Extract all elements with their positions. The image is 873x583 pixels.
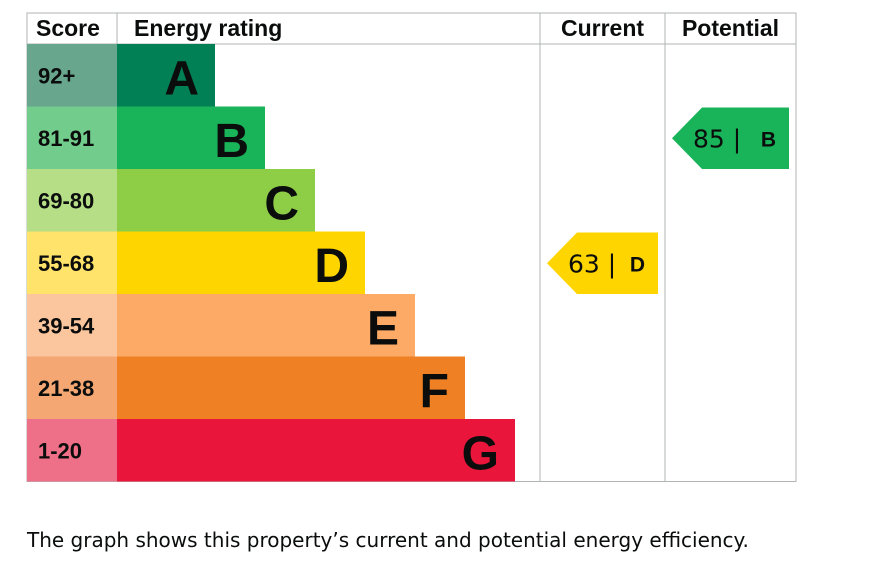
header-score: Score	[36, 15, 100, 41]
band-bar-g	[117, 419, 515, 482]
score-range-d: 55-68	[38, 251, 94, 276]
band-letter-b: B	[214, 115, 249, 168]
score-range-e: 39-54	[38, 313, 95, 338]
band-letter-a: A	[164, 52, 199, 105]
band-letter-g: G	[462, 427, 499, 480]
current-rating-band: D	[630, 253, 645, 276]
score-cell-d	[27, 231, 117, 294]
current-rating-arrow	[547, 232, 658, 294]
band-letter-d: D	[314, 240, 349, 293]
band-bar-e	[117, 294, 415, 357]
potential-rating-band: B	[761, 128, 776, 151]
band-letter-c: C	[264, 177, 299, 230]
chart-caption: The graph shows this property’s current …	[27, 528, 749, 552]
score-cell-b	[27, 106, 117, 169]
score-cell-c	[27, 169, 117, 232]
band-letter-e: E	[367, 302, 399, 355]
band-bar-f	[117, 356, 465, 419]
score-range-a: 92+	[38, 63, 75, 88]
band-letter-f: F	[420, 365, 449, 418]
header-energy-rating: Energy rating	[134, 15, 282, 41]
header-current: Current	[561, 15, 644, 41]
band-bar-b	[117, 106, 265, 169]
score-cell-f	[27, 356, 117, 419]
band-bar-c	[117, 169, 315, 232]
score-cell-g	[27, 419, 117, 482]
score-range-g: 1-20	[38, 438, 82, 463]
score-cell-a	[27, 44, 117, 107]
potential-rating-arrow	[672, 107, 789, 169]
band-bar-a	[117, 44, 215, 107]
score-range-c: 69-80	[38, 188, 94, 213]
band-bar-d	[117, 231, 365, 294]
score-cell-e	[27, 294, 117, 357]
score-range-f: 21-38	[38, 376, 94, 401]
current-rating-score: 63 |	[568, 249, 616, 278]
score-range-b: 81-91	[38, 126, 94, 151]
epc-chart: Score Energy rating Current Potential 92+ A 81…	[26, 12, 797, 482]
header-potential: Potential	[682, 15, 779, 41]
potential-rating-score: 85 |	[693, 124, 741, 153]
